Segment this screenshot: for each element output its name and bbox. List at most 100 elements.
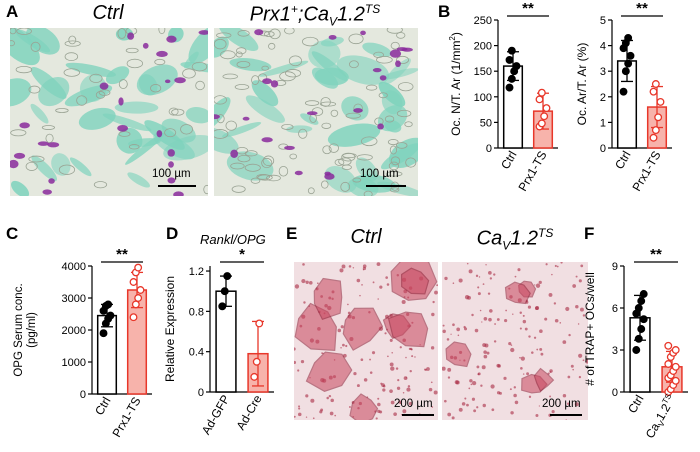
speckle bbox=[308, 281, 313, 285]
speckle bbox=[535, 413, 539, 417]
marrow-cell bbox=[195, 80, 205, 91]
marrow-cell bbox=[396, 109, 412, 118]
speckle bbox=[496, 391, 501, 395]
bone-trabecula bbox=[222, 121, 262, 138]
marrow-cell bbox=[387, 139, 399, 146]
trap-osteoclast bbox=[379, 75, 387, 81]
speckle bbox=[476, 406, 479, 409]
y-tick-label: 0.4 bbox=[189, 347, 204, 359]
speckle bbox=[401, 299, 406, 304]
panel-letter-e: E bbox=[286, 224, 298, 243]
speckle bbox=[554, 318, 559, 323]
speckle bbox=[408, 347, 411, 351]
speckle bbox=[298, 407, 301, 410]
marrow-cell bbox=[404, 121, 413, 128]
trap-osteoclast bbox=[242, 116, 250, 121]
data-point bbox=[619, 87, 628, 96]
bone-trabecula bbox=[251, 80, 279, 107]
speckle bbox=[405, 377, 407, 379]
data-point bbox=[255, 319, 264, 328]
marrow-cell bbox=[320, 97, 331, 107]
speckle bbox=[469, 379, 473, 383]
speckle bbox=[508, 342, 512, 346]
y-tick-label: 6 bbox=[612, 303, 618, 315]
y-axis-label: # of TRAP+ OCs/well bbox=[583, 272, 597, 385]
category-label: CaV1.2TS bbox=[642, 392, 681, 442]
marrow-cell bbox=[154, 58, 166, 66]
y-tick-label: 4000 bbox=[62, 261, 86, 273]
trap-osteoclast bbox=[261, 137, 273, 143]
speckle bbox=[352, 267, 355, 269]
data-point bbox=[664, 341, 673, 350]
speckle bbox=[319, 410, 323, 414]
speckle bbox=[487, 292, 491, 295]
trap-osteoclast bbox=[372, 67, 382, 73]
bone-trabecula bbox=[218, 28, 259, 51]
speckle bbox=[477, 372, 481, 376]
data-point bbox=[621, 67, 630, 76]
speckle bbox=[551, 273, 553, 276]
speckle bbox=[494, 323, 496, 325]
data-point bbox=[134, 294, 143, 302]
speckle bbox=[393, 412, 397, 416]
marrow-cell bbox=[89, 73, 103, 83]
speckle bbox=[390, 366, 395, 371]
trap-osteoclast bbox=[127, 32, 135, 40]
marrow-cell bbox=[158, 28, 166, 35]
speckle bbox=[391, 352, 393, 354]
data-point bbox=[250, 372, 259, 381]
data-point bbox=[505, 83, 514, 92]
speckle bbox=[348, 265, 352, 268]
data-point bbox=[134, 263, 143, 272]
speckle bbox=[582, 359, 585, 362]
speckle bbox=[510, 344, 513, 346]
marrow-cell bbox=[93, 181, 108, 189]
speckle bbox=[510, 411, 514, 415]
trap-osteoclast bbox=[164, 79, 171, 84]
y-tick-label: 0 bbox=[198, 387, 204, 399]
speckle bbox=[538, 280, 542, 284]
speckle bbox=[483, 350, 487, 354]
marrow-cell bbox=[321, 180, 329, 189]
speckle bbox=[483, 316, 488, 321]
speckle bbox=[522, 373, 525, 375]
scale-label-e2: 200 µm bbox=[542, 398, 581, 410]
speckle bbox=[405, 356, 407, 359]
marrow-cell bbox=[285, 69, 302, 78]
marrow-cell bbox=[389, 145, 398, 155]
data-point bbox=[634, 304, 643, 312]
speckle bbox=[482, 403, 486, 408]
speckle bbox=[539, 329, 543, 333]
speckle bbox=[337, 328, 342, 333]
marrow-cell bbox=[63, 68, 81, 77]
data-point bbox=[507, 74, 516, 83]
data-point bbox=[651, 80, 660, 88]
category-label: Ctrl bbox=[498, 149, 519, 172]
marrow-cell bbox=[10, 28, 17, 35]
image-title-mutant-a: Prx1+;CaV1.2TS bbox=[249, 2, 381, 29]
speckle bbox=[447, 376, 451, 379]
marrow-cell bbox=[41, 125, 55, 130]
trap-osteoclast bbox=[174, 77, 186, 84]
trap-osteoclast bbox=[306, 111, 318, 116]
micrograph-ctrl-osteoclasts bbox=[294, 262, 438, 420]
speckle bbox=[316, 282, 319, 285]
chart-d-heading: Rankl/OPG bbox=[200, 232, 266, 247]
trap-osteoclast bbox=[324, 173, 335, 180]
trap-osteoclast bbox=[117, 124, 128, 132]
speckle bbox=[329, 411, 334, 416]
speckle bbox=[522, 314, 525, 317]
marrow-cell bbox=[10, 129, 27, 137]
bone-trabecula bbox=[245, 95, 285, 123]
speckle bbox=[481, 321, 483, 323]
speckle bbox=[565, 419, 567, 420]
speckle bbox=[409, 369, 412, 373]
bone-trabecula bbox=[327, 123, 381, 147]
data-point bbox=[639, 315, 648, 324]
marrow-cell bbox=[203, 184, 208, 195]
bone-trabecula bbox=[341, 96, 369, 121]
speckle bbox=[402, 409, 407, 414]
speckle bbox=[478, 276, 481, 278]
marrow-cell bbox=[390, 156, 401, 166]
